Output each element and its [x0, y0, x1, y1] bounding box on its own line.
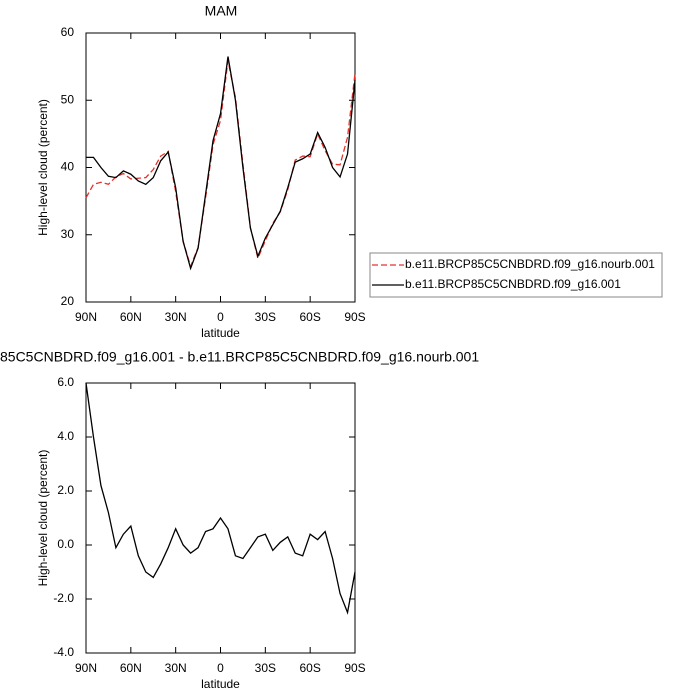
legend-label: b.e11.BRCP85C5CNBDRD.f09_g16.nourb.001 — [405, 257, 655, 271]
data-line — [85, 382, 356, 615]
y-tick-label: 0.0 — [57, 537, 74, 551]
legend-box — [369, 252, 663, 298]
x-tick-label: 30N — [165, 310, 187, 324]
y-tick-label: 30 — [61, 227, 75, 241]
x-tick-label: 30N — [165, 661, 187, 675]
x-axis-label: latitude — [201, 326, 240, 340]
y-tick-label: 2.0 — [57, 483, 74, 497]
x-tick-label: 60S — [299, 310, 320, 324]
y-tick-label: 40 — [61, 160, 75, 174]
legend: b.e11.BRCP85C5CNBDRD.f09_g16.nourb.001 b.… — [369, 252, 663, 298]
legend-label: b.e11.BRCP85C5CNBDRD.f09_g16.001 — [405, 277, 621, 291]
plot-frame — [85, 382, 356, 654]
x-axis-label: latitude — [201, 677, 240, 691]
x-tick-label: 90N — [75, 310, 97, 324]
x-tick-label: 0 — [217, 310, 224, 324]
x-tick-label: 60S — [299, 661, 320, 675]
y-axis-label: High-level cloud (percent) — [36, 450, 50, 587]
y-tick-label: 50 — [61, 92, 75, 106]
y-axis-label: High-level cloud (percent) — [36, 99, 50, 236]
x-tick-label: 0 — [217, 661, 224, 675]
y-tick-label: 20 — [61, 294, 75, 308]
x-tick-label: 30S — [255, 310, 276, 324]
y-tick-label: 4.0 — [57, 429, 74, 443]
plot-frame — [85, 32, 356, 303]
x-tick-label: 90N — [75, 661, 97, 675]
y-tick-label: 6.0 — [57, 375, 74, 389]
x-tick-label: 90S — [344, 661, 365, 675]
x-tick-label: 30S — [255, 661, 276, 675]
chart-title: 85C5CNBDRD.f09_g16.001 - b.e11.BRCP85C5C… — [0, 349, 479, 365]
x-tick-label: 90S — [344, 310, 365, 324]
x-tick-label: 60N — [120, 661, 142, 675]
x-tick-label: 60N — [120, 310, 142, 324]
data-line — [86, 56, 356, 271]
chart-title: MAM — [205, 3, 238, 19]
y-tick-label: 60 — [61, 25, 75, 39]
y-tick-label: -4.0 — [53, 645, 74, 659]
data-line — [85, 60, 356, 269]
y-tick-label: -2.0 — [53, 591, 74, 605]
